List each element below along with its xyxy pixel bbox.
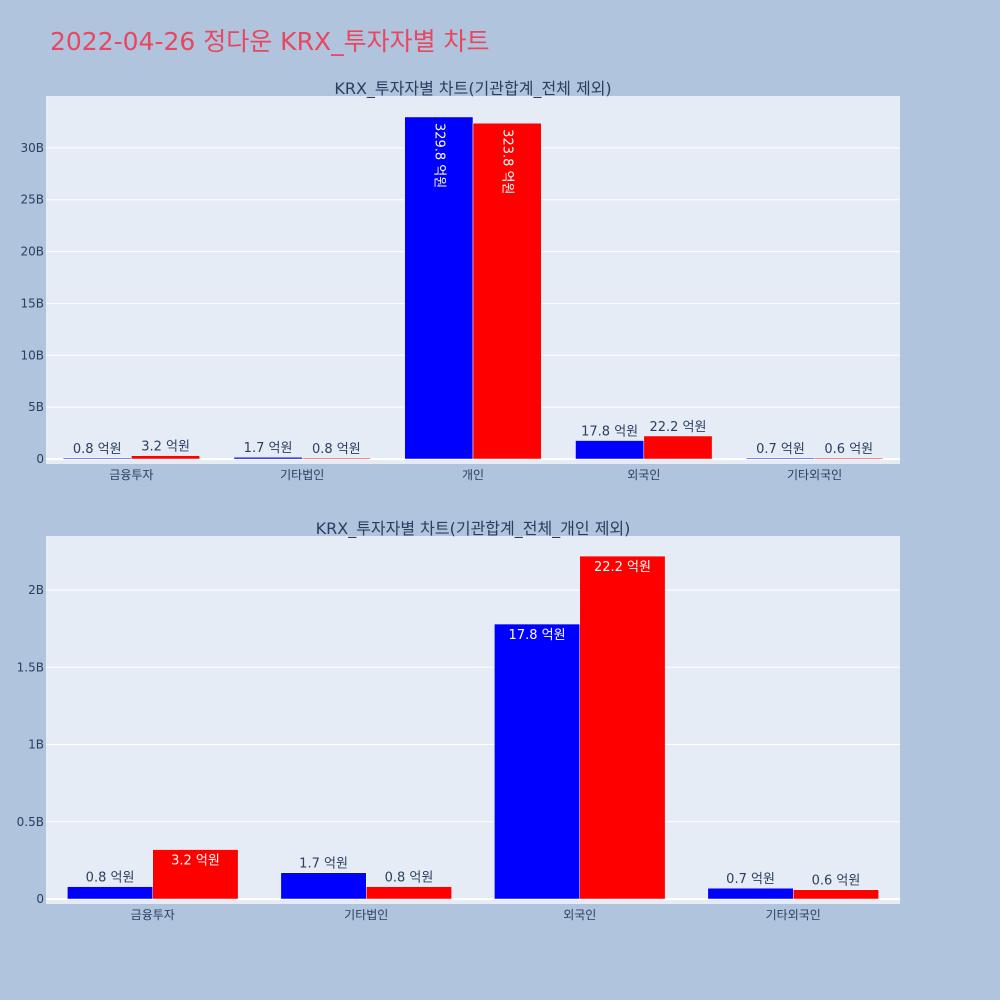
bar: [793, 889, 879, 900]
bar-value-label: 0.8 억원: [385, 871, 434, 886]
bar-value-label: 1.7 억원: [244, 441, 293, 456]
x-tick-label: 기타법인: [280, 468, 324, 482]
bar-value-label: 0.6 억원: [824, 442, 873, 457]
bar: [280, 872, 367, 900]
bar: [67, 886, 153, 900]
y-tick-label: 1B: [28, 738, 44, 752]
chart-top: 0 5B 10B 15B 20B 25B 30B KRX_투자자별 차트(기관합계_전체 제외…: [20, 79, 900, 482]
x-tick-label: 기타외국인: [766, 908, 821, 922]
bar-value-label: 22.2 억원: [649, 420, 706, 435]
bar-value-label: 323.8 억원: [500, 129, 515, 194]
y-tick-label: 15B: [20, 296, 44, 310]
x-tick-label: 금융투자: [109, 468, 153, 482]
bar: [707, 887, 794, 900]
bar-value-label: 0.8 억원: [312, 442, 361, 457]
chart-title: KRX_투자자별 차트(기관합계_전체_개인 제외): [316, 519, 631, 539]
bar: [579, 555, 666, 900]
bar: [494, 623, 581, 900]
bar: [301, 457, 371, 460]
x-tick-label: 외국인: [563, 908, 596, 922]
page-title: 2022-04-26 정다운 KRX_투자자별 차트: [50, 27, 490, 56]
x-tick-label: 금융투자: [131, 908, 175, 922]
bar: [404, 116, 474, 460]
bar-value-label: 17.8 억원: [581, 425, 638, 440]
x-tick-label: 외국인: [627, 468, 660, 482]
y-tick-label: 10B: [20, 348, 44, 362]
x-tick-label: 개인: [462, 468, 484, 482]
bar-value-label: 1.7 억원: [299, 857, 348, 872]
y-tick-label: 30B: [20, 141, 44, 155]
bar-value-label: 17.8 억원: [509, 628, 566, 643]
y-tick-label: 20B: [20, 245, 44, 259]
plot-area: [46, 536, 900, 904]
y-tick-label: 25B: [20, 193, 44, 207]
y-tick-label: 0: [36, 892, 44, 906]
y-tick-label: 5B: [28, 400, 44, 414]
bar-value-label: 0.7 억원: [756, 442, 805, 457]
x-tick-label: 기타외국인: [787, 468, 842, 482]
bar-value-label: 329.8 억원: [431, 123, 446, 188]
bar-value-label: 3.2 억원: [171, 854, 220, 869]
x-tick-label: 기타법인: [344, 908, 388, 922]
bar: [62, 457, 132, 460]
chart-title: KRX_투자자별 차트(기관합계_전체 제외): [334, 79, 611, 99]
y-tick-label: 2B: [28, 583, 44, 597]
bar-value-label: 0.8 억원: [73, 442, 122, 457]
y-tick-label: 0: [36, 452, 44, 466]
bar-value-label: 0.8 억원: [86, 871, 135, 886]
bar: [643, 435, 713, 460]
y-tick-label: 1.5B: [17, 660, 44, 674]
bar: [746, 457, 815, 460]
bar: [152, 849, 239, 900]
bar-value-label: 22.2 억원: [594, 560, 651, 575]
bar-value-label: 0.6 억원: [812, 874, 861, 889]
bar-value-label: 3.2 억원: [141, 440, 190, 455]
y-tick-label: 0.5B: [17, 815, 44, 829]
bar: [233, 456, 303, 460]
bar: [131, 455, 200, 460]
bar: [575, 440, 645, 460]
bar: [814, 457, 884, 460]
bar: [366, 886, 452, 900]
chart-bottom: 0 0.5B 1B 1.5B 2B KRX_투자자별 차트(기관합계_전체_개인 제외) 금…: [17, 519, 900, 922]
bar: [472, 122, 542, 460]
bar-value-label: 0.7 억원: [726, 872, 775, 887]
